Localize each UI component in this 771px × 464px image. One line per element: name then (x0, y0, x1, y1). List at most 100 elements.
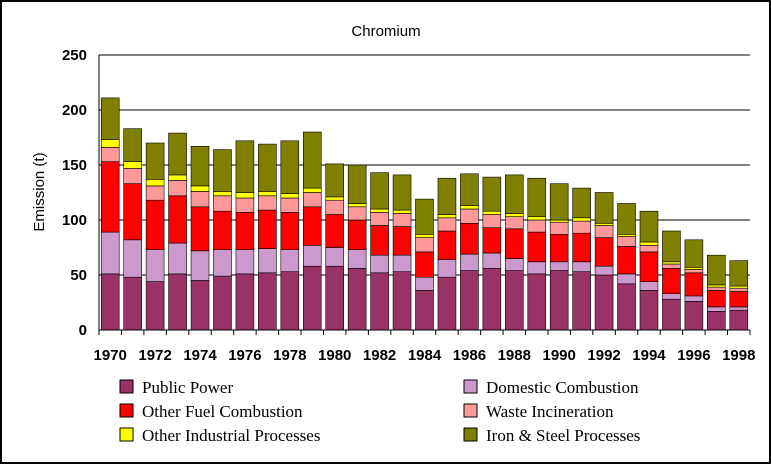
bar-segment (347, 249, 367, 269)
x-tick-label: 1992 (587, 347, 620, 364)
x-tick-label: 1980 (318, 347, 351, 364)
bar-segment (527, 177, 547, 217)
bar-segment (168, 132, 187, 176)
bar-segment (684, 295, 704, 302)
bar-segment (190, 185, 210, 192)
bar-segment (662, 293, 681, 300)
bar-segment (415, 276, 434, 291)
legend-label: Waste Incineration (486, 402, 614, 421)
y-tick-label: 100 (62, 212, 87, 229)
y-tick-label: 0 (79, 322, 87, 339)
bar-segment (549, 234, 569, 263)
bar-segment (729, 287, 749, 292)
bar-segment (258, 143, 277, 192)
axes (98, 55, 751, 335)
bar-segment (527, 219, 547, 233)
bar-segment (437, 214, 457, 219)
bar-segment (392, 226, 412, 256)
bar-segment (505, 258, 524, 271)
bar-segment (572, 220, 591, 234)
bar-segment (415, 290, 434, 331)
bar-segment (549, 183, 569, 221)
x-tick-label: 1978 (273, 347, 306, 364)
bar-segment (213, 275, 232, 331)
x-tick-label: 1976 (228, 347, 261, 364)
bar-segment (190, 206, 210, 252)
bar-segment (639, 241, 659, 246)
bar-segment (684, 272, 704, 297)
bar-segment (527, 273, 547, 331)
bar-segment (572, 232, 591, 263)
bar-segment (572, 261, 591, 272)
bar-segment (662, 268, 681, 294)
bar-segment (437, 276, 457, 331)
bar-segment (729, 285, 749, 289)
bar-segment (437, 177, 457, 215)
bar-segment (662, 298, 681, 331)
bar-segment (213, 149, 232, 192)
bar-segment (482, 176, 502, 212)
bar-segment (707, 306, 726, 312)
bar-segment (302, 192, 322, 208)
bar-segment (415, 198, 434, 235)
bar-segment (549, 219, 569, 223)
bar-segment (594, 223, 614, 226)
legend-swatch (119, 379, 134, 394)
bar-segment (325, 247, 344, 267)
bar-segment (213, 249, 232, 277)
bar-segment (684, 239, 704, 268)
bar-segment (100, 147, 120, 162)
x-tick-label: 1970 (94, 347, 127, 364)
bar-segment (280, 212, 300, 251)
bar-segment (572, 217, 591, 222)
bar-segment (392, 209, 412, 214)
bar-segment (302, 206, 322, 246)
bar-segment (370, 208, 389, 213)
bar-segment (729, 309, 749, 331)
bar-segment (594, 225, 614, 238)
bar-segment (437, 217, 457, 232)
bar-segment (684, 269, 704, 274)
bar-segment (190, 191, 210, 208)
bar-segment (325, 265, 344, 331)
bar-segment (617, 246, 636, 275)
bar-segment (347, 206, 367, 221)
bar-segment (145, 249, 165, 282)
bar-segment (258, 195, 277, 211)
bar-segment (460, 253, 479, 271)
bar-segment (482, 214, 502, 228)
y-axis-label: Emission (t) (31, 152, 48, 231)
bars (100, 97, 749, 331)
bar-segment (302, 187, 322, 193)
bar-segment (707, 310, 726, 331)
bar-segment (437, 259, 457, 278)
x-tick-label: 1988 (498, 347, 531, 364)
bar-segment (145, 179, 165, 187)
y-tick-label: 50 (70, 267, 87, 284)
bar-segment (370, 254, 389, 274)
bar-segment (213, 191, 232, 197)
bar-segment (325, 163, 344, 198)
bar-segment (213, 195, 232, 212)
bar-segment (168, 180, 187, 197)
bar-segment (617, 203, 636, 235)
bar-segment (662, 263, 681, 269)
x-tick-label: 1982 (363, 347, 396, 364)
bar-segment (347, 219, 367, 251)
bar-segment (684, 301, 704, 331)
bar-segment (258, 272, 277, 331)
x-tick-label: 1986 (453, 347, 486, 364)
legend-label: Other Industrial Processes (142, 426, 320, 445)
bar-segment (280, 140, 300, 194)
x-tick-label: 1972 (138, 347, 171, 364)
x-tick-label: 1994 (632, 347, 666, 364)
bar-segment (280, 249, 300, 272)
bar-segment (302, 265, 322, 331)
bar-segment (594, 274, 614, 331)
bar-segment (662, 261, 681, 265)
legend-swatch (119, 427, 134, 442)
bar-segment (370, 212, 389, 226)
bar-segment (190, 250, 210, 281)
bar-segment (460, 173, 479, 207)
